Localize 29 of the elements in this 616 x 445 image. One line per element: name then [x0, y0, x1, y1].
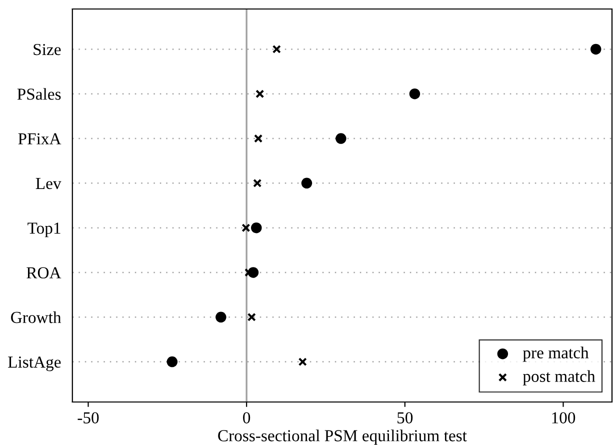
- y-tick-label: Top1: [28, 222, 60, 238]
- legend-label: post match: [522, 370, 596, 386]
- x-axis-title: Cross-sectional PSM equilibrium test: [218, 430, 467, 445]
- x-tick-label: 50: [398, 412, 413, 424]
- point: [272, 44, 281, 54]
- point: [409, 88, 420, 100]
- x-tick-label: 100: [552, 412, 576, 424]
- point: [242, 224, 250, 232]
- point: [166, 356, 178, 368]
- point: [216, 312, 226, 323]
- x-tick-label: 0: [243, 412, 250, 424]
- y-tick-label: PSales: [17, 88, 61, 100]
- point: [254, 134, 263, 143]
- point: [256, 90, 264, 98]
- point: [336, 133, 346, 144]
- point: [247, 312, 256, 322]
- point: [590, 44, 602, 55]
- point: [301, 178, 312, 189]
- y-tick-label: PFixA: [18, 133, 62, 144]
- legend-label: pre match: [522, 346, 589, 362]
- point: [253, 178, 262, 188]
- y-tick-label: Growth: [11, 311, 62, 324]
- y-tick-label: ListAge: [8, 356, 61, 372]
- y-tick-label: Size: [34, 44, 61, 56]
- point: [298, 358, 307, 366]
- y-tick-label: Lev: [36, 178, 62, 190]
- x-tick-label: -50: [78, 412, 99, 424]
- point: [251, 222, 262, 234]
- y-tick-label: ROA: [26, 267, 62, 278]
